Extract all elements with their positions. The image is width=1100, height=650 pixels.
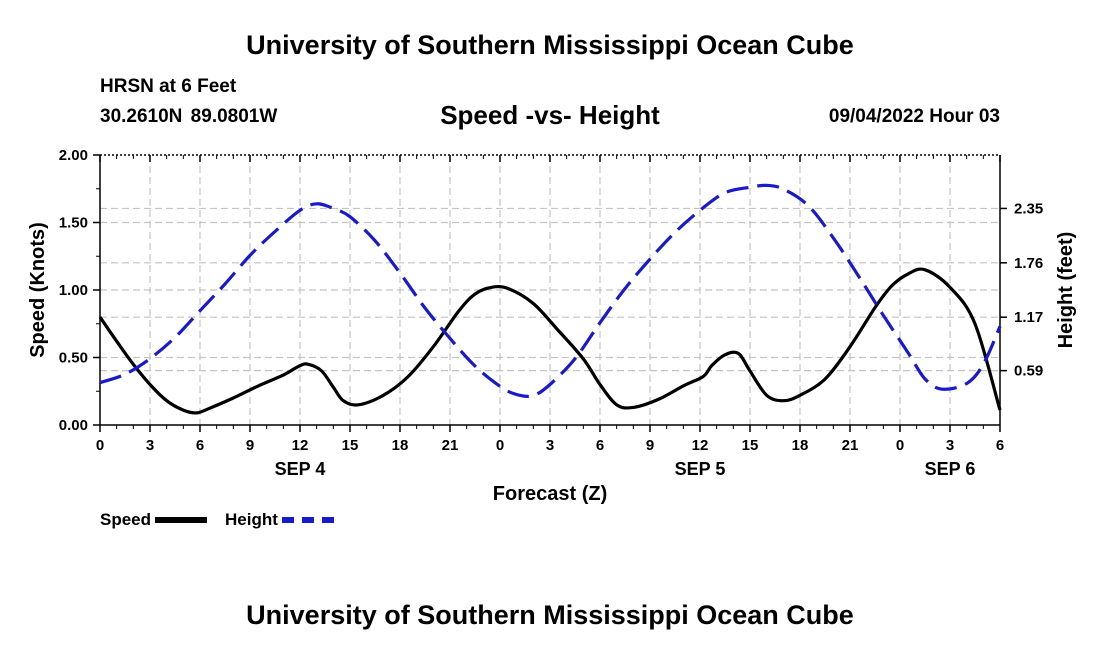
day-label: SEP 5 (675, 459, 726, 479)
y-axis-title: Speed (Knots) (27, 222, 49, 358)
series-line-speed (98, 267, 1002, 415)
x-tick-label: 15 (342, 437, 359, 454)
x-tick-label: 21 (842, 437, 859, 454)
legend-swatch-speed (155, 517, 208, 523)
x-tick-label: 18 (792, 437, 809, 454)
x-tick-label: 6 (996, 437, 1004, 454)
x-tick-label: 3 (146, 437, 154, 454)
x-tick-label: 6 (196, 437, 204, 454)
legend-swatch-height (281, 517, 334, 523)
y-tick-label: 0.50 (59, 350, 88, 367)
y2-axis-title: Height (feet) (1055, 232, 1077, 349)
x-tick-label: 0 (496, 437, 504, 454)
station-name: HRSN at 6 Feet (100, 76, 237, 97)
y-tick-label: 2.00 (59, 147, 88, 164)
x-tick-label: 18 (392, 437, 409, 454)
chart-subtitle: Speed -vs- Height (440, 100, 660, 130)
y2-tick-label: 1.17 (1014, 309, 1043, 326)
y-tick-label: 1.50 (59, 215, 88, 232)
x-tick-label: 3 (546, 437, 554, 454)
day-label: SEP 6 (925, 459, 976, 479)
station-coordinates: 30.2610N 89.0801W (100, 106, 278, 127)
legend: Speed Height (100, 508, 352, 532)
x-tick-label: 0 (896, 437, 904, 454)
x-tick-label: 15 (742, 437, 759, 454)
series-line-height (99, 183, 1002, 398)
y-tick-label: 0.00 (59, 417, 88, 434)
legend-label-height: Height (225, 510, 278, 529)
x-tick-label: 9 (646, 437, 654, 454)
x-tick-label: 12 (292, 437, 309, 454)
y2-tick-label: 1.76 (1014, 255, 1043, 272)
x-tick-label: 9 (246, 437, 254, 454)
x-axis-title: Forecast (Z) (493, 483, 607, 505)
main-title: University of Southern Mississippi Ocean… (246, 30, 854, 60)
forecast-datetime: 09/04/2022 Hour 03 (828, 106, 1000, 127)
day-label: SEP 4 (275, 459, 326, 479)
x-tick-label: 6 (596, 437, 604, 454)
footer-title: University of Southern Mississippi Ocean… (246, 600, 854, 630)
y2-tick-label: 2.35 (1014, 200, 1043, 217)
legend-label-speed: Speed (100, 510, 152, 529)
x-tick-label: 12 (692, 437, 709, 454)
y2-tick-label: 0.59 (1014, 363, 1043, 380)
y-tick-label: 1.00 (59, 282, 88, 299)
x-tick-label: 0 (96, 437, 104, 454)
x-tick-label: 3 (946, 437, 954, 454)
x-tick-label: 21 (442, 437, 459, 454)
